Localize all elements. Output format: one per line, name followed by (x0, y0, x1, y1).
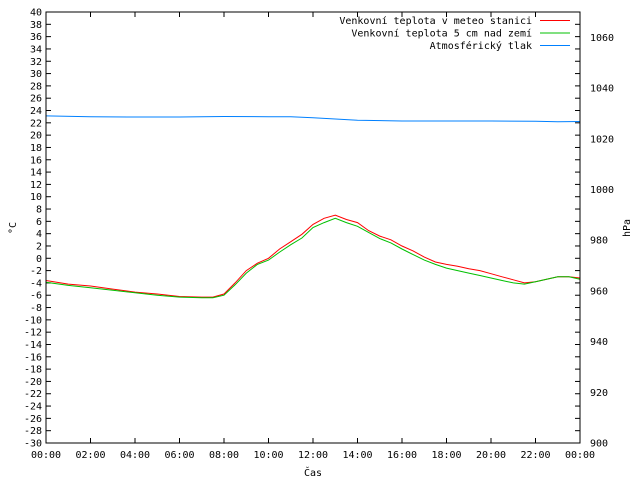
right-tick-label: 940 (590, 337, 608, 348)
left-tick-label: -6 (30, 291, 42, 302)
y-axis-label-right: hPa (622, 219, 633, 237)
left-tick-label: -18 (24, 365, 42, 376)
left-axis-ticks: -30-28-26-24-22-20-18-16-14-12-10-8-6-4-… (24, 8, 580, 450)
x-tick-label: 08:00 (209, 450, 239, 461)
left-tick-label: -4 (30, 278, 42, 289)
left-tick-label: 26 (30, 94, 42, 105)
right-tick-label: 1020 (590, 134, 614, 145)
left-tick-label: 38 (30, 20, 42, 31)
left-tick-label: 30 (30, 69, 42, 80)
left-tick-label: -22 (24, 389, 42, 400)
right-tick-label: 1040 (590, 84, 614, 95)
x-tick-label: 10:00 (253, 450, 283, 461)
left-tick-label: 36 (30, 32, 42, 43)
legend-label-3: Atmosférický tlak (430, 40, 532, 52)
series-line-1 (45, 214, 581, 298)
left-tick-label: 8 (36, 205, 42, 216)
plot-frame (45, 11, 581, 444)
x-tick-label: 20:00 (476, 450, 506, 461)
legend-label-2: Venkovní teplota 5 cm nad zemí (351, 28, 532, 40)
left-tick-label: 32 (30, 57, 42, 68)
legend: Venkovní teplota v meteo staniciVenkovní… (339, 15, 570, 52)
right-tick-label: 1060 (590, 33, 614, 44)
left-tick-label: -2 (30, 266, 42, 277)
left-tick-label: 16 (30, 155, 42, 166)
left-tick-label: 24 (30, 106, 42, 117)
left-tick-label: -10 (24, 315, 42, 326)
left-tick-label: 0 (36, 254, 42, 265)
left-tick-label: -24 (24, 402, 42, 413)
x-tick-label: 04:00 (120, 450, 150, 461)
y-axis-label-left: °C (8, 222, 19, 234)
right-tick-label: 900 (590, 439, 608, 450)
left-tick-label: -28 (24, 426, 42, 437)
series-layer (45, 115, 581, 299)
x-axis-ticks: 00:00 02:00 04:00 06:00 08:00 10:00 12:00 14:00… (31, 12, 595, 461)
x-tick-label: 16:00 (387, 450, 417, 461)
left-tick-label: 4 (36, 229, 42, 240)
left-tick-label: 40 (30, 8, 42, 19)
x-tick-label: 18:00 (431, 450, 461, 461)
left-tick-label: 12 (30, 180, 42, 191)
left-tick-label: -26 (24, 414, 42, 425)
x-tick-label: 14:00 (342, 450, 372, 461)
left-tick-label: 14 (30, 168, 42, 179)
right-tick-label: 920 (590, 388, 608, 399)
left-tick-label: -16 (24, 352, 42, 363)
right-axis-ticks: 900 920 940 960 980 1000 1020 1040 1060 (590, 33, 614, 450)
left-tick-label: 10 (30, 192, 42, 203)
x-tick-label: 12:00 (298, 450, 328, 461)
x-tick-label: 22:00 (520, 450, 550, 461)
left-tick-label: -30 (24, 439, 42, 450)
left-tick-label: -8 (30, 303, 42, 314)
left-tick-label: 18 (30, 143, 42, 154)
left-tick-label: 6 (36, 217, 42, 228)
x-tick-label: 02:00 (75, 450, 105, 461)
left-tick-label: 28 (30, 81, 42, 92)
left-tick-label: 20 (30, 131, 42, 142)
series-line-3 (45, 115, 581, 123)
left-tick-label: -20 (24, 377, 42, 388)
right-tick-label: 960 (590, 286, 608, 297)
left-tick-label: -12 (24, 328, 42, 339)
right-tick-label: 1000 (590, 185, 614, 196)
left-tick-label: 22 (30, 118, 42, 129)
left-tick-label: 2 (36, 241, 42, 252)
x-axis-label: Čas (304, 466, 322, 479)
x-tick-label: 00:00 (565, 450, 595, 461)
left-tick-label: -14 (24, 340, 42, 351)
x-tick-label: 00:00 (31, 450, 61, 461)
legend-label-1: Venkovní teplota v meteo stanici (339, 15, 532, 27)
x-tick-label: 06:00 (164, 450, 194, 461)
series-line-2 (45, 217, 581, 299)
left-tick-label: 34 (30, 44, 42, 55)
right-tick-label: 980 (590, 236, 608, 247)
